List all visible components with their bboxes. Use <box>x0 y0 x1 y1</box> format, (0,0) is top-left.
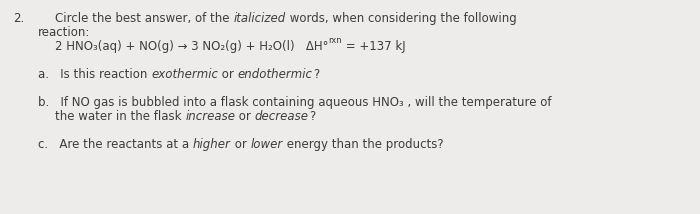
Text: exothermic: exothermic <box>151 68 218 81</box>
Text: increase: increase <box>186 110 235 123</box>
Text: 2.: 2. <box>13 12 24 25</box>
Text: words, when considering the following: words, when considering the following <box>286 12 517 25</box>
Text: ?: ? <box>309 110 315 123</box>
Text: or: or <box>235 110 255 123</box>
Text: or: or <box>231 138 251 151</box>
Text: a.   Is this reaction: a. Is this reaction <box>38 68 151 81</box>
Text: reaction:: reaction: <box>38 26 90 39</box>
Text: decrease: decrease <box>255 110 309 123</box>
Text: ?: ? <box>313 68 319 81</box>
Text: the water in the flask: the water in the flask <box>55 110 186 123</box>
Text: or: or <box>218 68 238 81</box>
Text: lower: lower <box>251 138 283 151</box>
Text: endothermic: endothermic <box>238 68 313 81</box>
Text: higher: higher <box>193 138 231 151</box>
Text: Circle the best answer, of the: Circle the best answer, of the <box>55 12 233 25</box>
Text: 2 HNO₃(aq) + NO(g) → 3 NO₂(g) + H₂O(l)   ΔH°: 2 HNO₃(aq) + NO(g) → 3 NO₂(g) + H₂O(l) Δ… <box>55 40 328 53</box>
Text: italicized: italicized <box>233 12 286 25</box>
Text: c.   Are the reactants at a: c. Are the reactants at a <box>38 138 193 151</box>
Text: = +137 kJ: = +137 kJ <box>342 40 406 53</box>
Text: energy than the products?: energy than the products? <box>283 138 443 151</box>
Text: b.   If NO gas is bubbled into a flask containing aqueous HNO₃ , will the temper: b. If NO gas is bubbled into a flask con… <box>38 96 552 109</box>
Text: rxn: rxn <box>328 36 342 45</box>
